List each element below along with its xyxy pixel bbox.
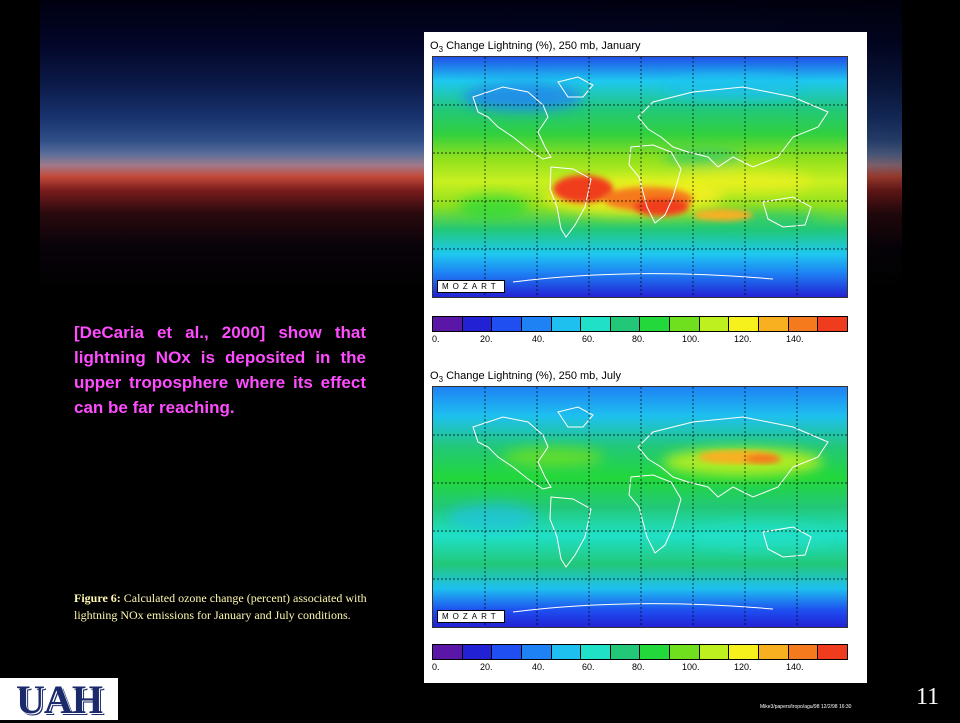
file-path-stamp: Mike3/papers/tropo/agu/98 12/2/98 16:30 [760, 704, 852, 710]
tick-label: 20. [480, 334, 493, 344]
colorbar-swatch [818, 645, 847, 659]
mozart-label: MOZART [437, 280, 505, 293]
colorbar-swatch [759, 645, 789, 659]
tick-label: 0. [432, 662, 440, 672]
colorbar-swatch [788, 645, 819, 659]
colorbar-swatch [670, 317, 700, 331]
tick-label: 40. [532, 334, 545, 344]
colorbar-swatch [492, 317, 522, 331]
colorbar-swatch [729, 317, 760, 331]
mozart-label: MOZART [437, 610, 505, 623]
page-number: 11 [916, 684, 940, 710]
tick-label: 120. [734, 334, 752, 344]
caption-text: Calculated ozone change (percent) associ… [74, 591, 367, 622]
colorbar-swatch [462, 645, 493, 659]
colorbar-swatch [640, 645, 671, 659]
january-colorbar-ticks: 0. 20. 40. 60. 80. 100. 120. 140. [432, 334, 852, 346]
tick-label: 60. [582, 334, 595, 344]
uah-logo: UAH [0, 677, 118, 722]
colorbar-swatch [788, 317, 819, 331]
tick-label: 80. [632, 334, 645, 344]
january-ozone-map: MOZART [432, 56, 848, 298]
colorbar-swatch [610, 645, 641, 659]
colorbar-swatch [433, 645, 463, 659]
colorbar-swatch [581, 645, 611, 659]
colorbar-swatch [729, 645, 760, 659]
colorbar-swatch [551, 645, 582, 659]
tick-label: 140. [786, 334, 804, 344]
tick-label: 120. [734, 662, 752, 672]
ozone-figure: O3 Change Lightning (%), 250 mb, January [424, 32, 867, 683]
january-panel-title: O3 Change Lightning (%), 250 mb, January [430, 40, 641, 55]
colorbar-swatch [462, 317, 493, 331]
colorbar-swatch [610, 317, 641, 331]
colorbar-swatch [433, 317, 463, 331]
january-colorbar [432, 316, 848, 332]
july-ozone-map: MOZART [432, 386, 848, 628]
july-colorbar [432, 644, 848, 660]
colorbar-swatch [699, 645, 730, 659]
tick-label: 40. [532, 662, 545, 672]
colorbar-swatch [818, 317, 847, 331]
colorbar-swatch [699, 317, 730, 331]
colorbar-swatch [521, 645, 552, 659]
colorbar-swatch [759, 317, 789, 331]
july-panel-title: O3 Change Lightning (%), 250 mb, July [430, 370, 621, 385]
colorbar-swatch [640, 317, 671, 331]
tick-label: 100. [682, 334, 700, 344]
slide-description: [DeCaria et al., 2000] show that lightni… [74, 323, 366, 417]
tick-label: 80. [632, 662, 645, 672]
colorbar-swatch [551, 317, 582, 331]
tick-label: 60. [582, 662, 595, 672]
july-colorbar-ticks: 0. 20. 40. 60. 80. 100. 120. 140. [432, 662, 852, 674]
tick-label: 0. [432, 334, 440, 344]
caption-label: Figure 6: [74, 591, 121, 605]
figure-caption: Figure 6: Calculated ozone change (perce… [74, 590, 404, 624]
colorbar-swatch [581, 317, 611, 331]
tick-label: 20. [480, 662, 493, 672]
tick-label: 140. [786, 662, 804, 672]
tick-label: 100. [682, 662, 700, 672]
colorbar-swatch [521, 317, 552, 331]
colorbar-swatch [670, 645, 700, 659]
colorbar-swatch [492, 645, 522, 659]
